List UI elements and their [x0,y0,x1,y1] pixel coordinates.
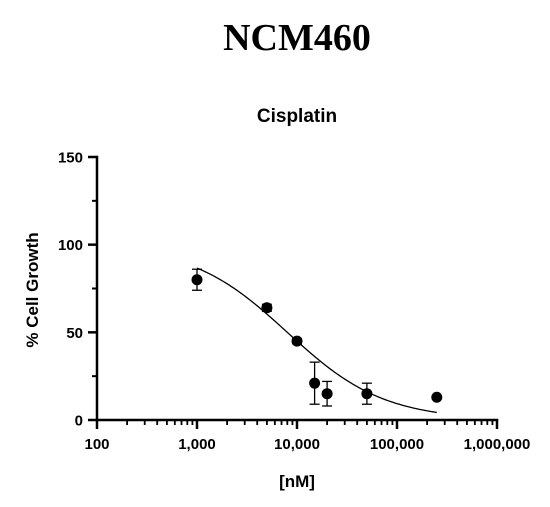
y-tick-label: 50 [66,325,83,342]
x-axis-label: [nM] [279,472,315,491]
y-axis-label: % Cell Growth [23,232,42,347]
data-point [431,391,443,403]
data-point [361,388,373,400]
y-tick-label: 150 [58,150,83,167]
fit-curve-layer [196,267,437,414]
header-title: NCM460 [223,17,371,59]
x-tick-label: 100,000 [370,436,424,453]
y-tick-label: 0 [75,413,83,430]
x-tick-label: 100 [84,436,109,453]
data-point [191,274,203,286]
y-tick-label: 100 [58,237,83,254]
data-point [291,335,303,347]
data-point [321,388,333,400]
data-point [309,377,321,389]
data-point [261,302,273,314]
x-tick-label: 10,000 [274,436,320,453]
x-tick-label: 1,000,000 [464,436,531,453]
data-points-layer [191,268,443,407]
fit-curve [196,267,437,414]
x-tick-label: 1,000 [178,436,216,453]
chart-title: Cisplatin [257,106,337,127]
axes: 0 50 100 150 100 1,000 10,000 100,000 1,000,000 [58,150,530,454]
